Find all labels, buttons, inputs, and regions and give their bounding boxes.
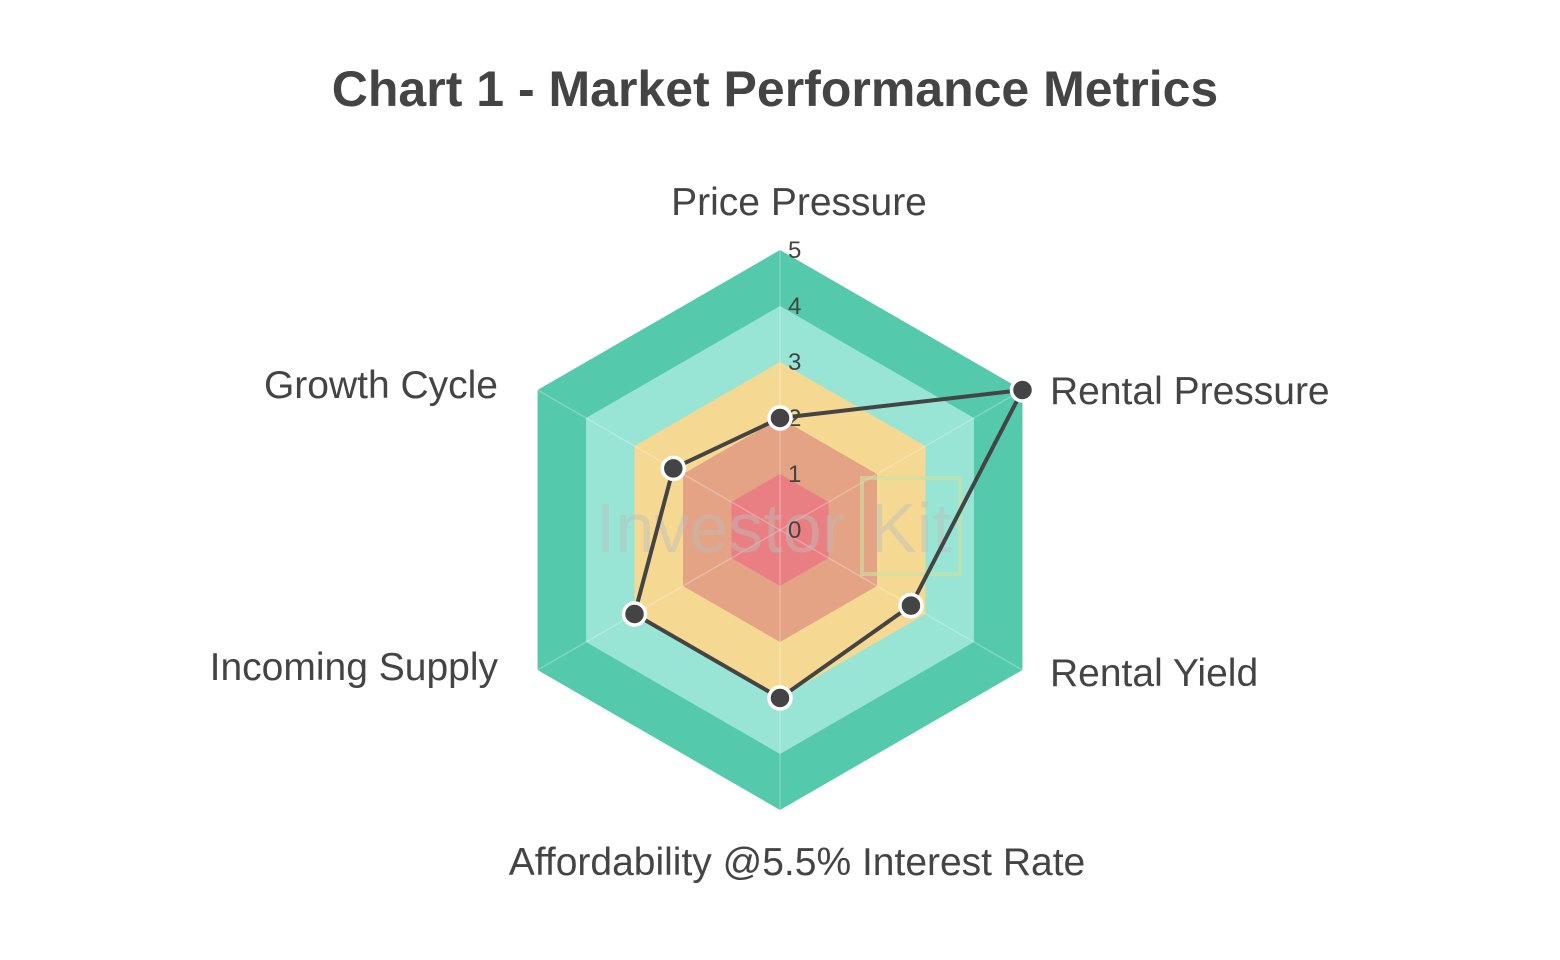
radar-series (621, 377, 1036, 711)
tick-label-1: 1 (788, 461, 801, 488)
axis-label-3: Affordability @5.5% Interest Rate (509, 841, 1086, 884)
tick-label-2: 2 (788, 405, 801, 432)
radar-band-0-1 (731, 474, 829, 586)
tick-label-0: 0 (788, 517, 801, 544)
data-point-2 (898, 592, 924, 619)
data-point-1 (1009, 377, 1036, 403)
radar-spoke (779, 389, 1023, 531)
watermark-frame (860, 476, 962, 576)
chart-title: Chart 1 - Market Performance Metrics (331, 61, 1219, 117)
tick-label-5: 5 (788, 237, 801, 264)
axis-label-1: Rental Pressure (1050, 370, 1330, 413)
data-point-4 (621, 601, 648, 627)
watermark-text-kit: Kit (870, 489, 952, 567)
data-point-5 (660, 455, 687, 482)
radar-bands (537, 250, 1023, 810)
radar-tick-labels: 0 1 2 3 4 5 (788, 237, 801, 544)
radar-axis-labels: Price Pressure Rental Pressure Rental Yiel… (210, 181, 1330, 884)
radar-spoke (537, 389, 781, 531)
data-point-0 (767, 405, 793, 431)
radar-spoke (537, 529, 781, 671)
axis-label-0: Price Pressure (671, 181, 927, 224)
data-point-3 (767, 685, 793, 711)
axis-label-2: Rental Yield (1050, 652, 1258, 695)
axis-label-5: Growth Cycle (264, 364, 498, 407)
axis-label-4: Incoming Supply (210, 646, 499, 689)
watermark-text-investor: Investor (596, 489, 845, 567)
tick-label-3: 3 (788, 349, 801, 376)
tick-label-4: 4 (788, 293, 801, 320)
